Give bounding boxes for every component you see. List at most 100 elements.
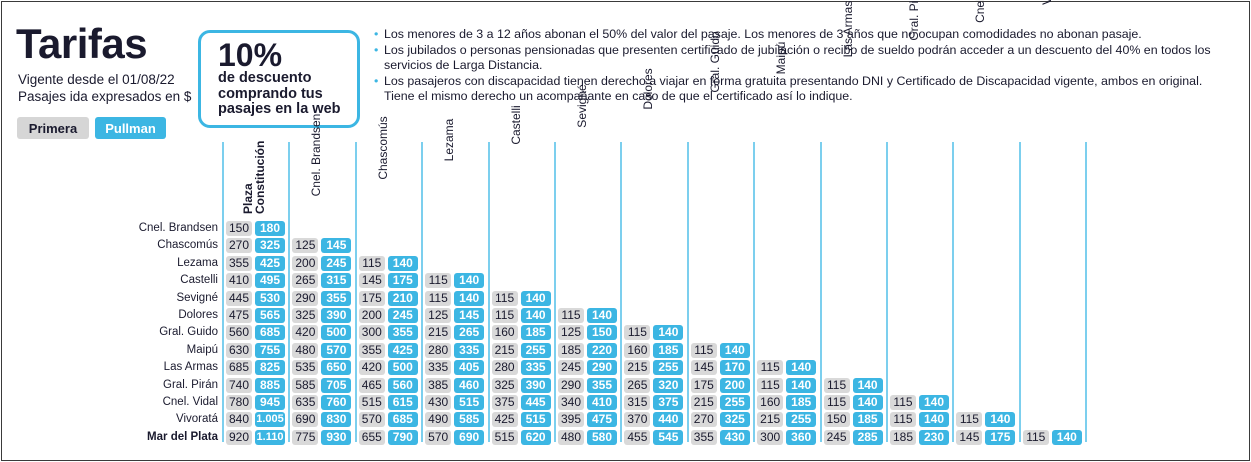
- column-divider: [1018, 142, 1021, 442]
- primera-price: 780: [226, 395, 252, 410]
- pullman-price: 145: [321, 238, 352, 254]
- primera-price: 115: [890, 412, 916, 428]
- row-label: Dolores: [178, 309, 218, 321]
- primera-price: 115: [425, 290, 452, 306]
- column-header: Plaza Constitución: [241, 140, 267, 214]
- primera-price: 585: [292, 377, 319, 393]
- primera-price: 455: [624, 429, 651, 445]
- pullman-price: 790: [387, 429, 418, 445]
- pullman-price: 140: [454, 290, 485, 306]
- primera-price: 115: [1022, 429, 1049, 445]
- note-item: Los pasajeros con discapacidad tienen de…: [374, 74, 1224, 105]
- primera-price: 535: [292, 360, 319, 376]
- pullman-price: 335: [520, 360, 551, 376]
- primera-price: 655: [358, 429, 385, 445]
- pullman-price: 140: [852, 395, 883, 410]
- primera-price: 115: [823, 377, 850, 393]
- primera-price: 115: [558, 308, 584, 323]
- pullman-price: 360: [786, 429, 817, 445]
- column-divider: [819, 142, 822, 442]
- primera-price: 685: [226, 360, 252, 376]
- pullman-price: 425: [387, 342, 418, 358]
- primera-price: 480: [292, 342, 319, 358]
- pullman-price: 220: [587, 342, 617, 358]
- row-label: Las Armas: [163, 361, 218, 374]
- primera-price: 375: [491, 395, 518, 410]
- primera-price: 410: [226, 273, 252, 289]
- primera-price: 265: [292, 273, 319, 289]
- column-divider: [886, 142, 888, 442]
- pullman-price: 140: [985, 412, 1016, 428]
- pullman-price: 620: [520, 429, 551, 445]
- pullman-price: 690: [454, 429, 485, 445]
- primera-price: 145: [358, 273, 385, 289]
- pullman-price: 185: [653, 342, 684, 358]
- primera-price: 515: [491, 429, 518, 445]
- column-divider: [354, 142, 357, 442]
- primera-price: 635: [292, 395, 319, 410]
- row-label: Castelli: [180, 274, 218, 287]
- pullman-price: 580: [587, 429, 617, 445]
- primera-price: 115: [425, 273, 452, 289]
- tab-pullman[interactable]: Pullman: [95, 117, 166, 139]
- primera-price: 370: [624, 412, 651, 428]
- pullman-price: 1.005: [255, 412, 285, 428]
- primera-price: 150: [226, 221, 252, 236]
- row-label: Gral. Pirán: [163, 378, 218, 391]
- primera-price: 385: [425, 377, 452, 393]
- pullman-price: 885: [255, 377, 285, 393]
- primera-price: 430: [425, 395, 452, 410]
- pullman-price: 425: [255, 255, 285, 271]
- pullman-price: 930: [321, 429, 352, 445]
- pullman-price: 140: [1051, 429, 1082, 445]
- primera-price: 245: [823, 429, 850, 445]
- primera-price: 125: [292, 238, 319, 254]
- pullman-price: 500: [387, 360, 418, 376]
- pullman-price: 500: [321, 325, 352, 341]
- pullman-price: 290: [587, 360, 617, 376]
- tab-primera[interactable]: Primera: [17, 117, 89, 139]
- pullman-price: 375: [653, 395, 684, 410]
- pullman-price: 570: [321, 342, 352, 358]
- pullman-price: 440: [653, 412, 684, 428]
- pullman-price: 140: [520, 308, 551, 323]
- primera-price: 395: [558, 412, 584, 428]
- primera-price: 185: [558, 342, 584, 358]
- primera-price: 690: [292, 412, 319, 428]
- primera-price: 355: [690, 429, 717, 445]
- primera-price: 920: [226, 429, 252, 445]
- pullman-price: 140: [786, 360, 817, 376]
- pullman-price: 585: [454, 412, 485, 428]
- primera-price: 280: [425, 342, 452, 358]
- primera-price: 115: [956, 412, 983, 428]
- primera-price: 335: [425, 360, 452, 376]
- primera-price: 290: [558, 377, 584, 393]
- primera-price: 475: [226, 308, 252, 323]
- primera-price: 115: [491, 290, 518, 306]
- pullman-price: 515: [520, 412, 551, 428]
- promo-text: de descuento comprando tus pasajes en la…: [218, 70, 341, 117]
- primera-price: 300: [757, 429, 784, 445]
- primera-price: 145: [690, 360, 717, 376]
- primera-price: 115: [624, 325, 651, 341]
- primera-price: 245: [558, 360, 584, 376]
- currency-note: Pasajes ida expresados en $: [18, 89, 192, 104]
- pullman-price: 650: [321, 360, 352, 376]
- primera-price: 215: [757, 412, 784, 428]
- primera-price: 115: [757, 360, 784, 376]
- pullman-price: 140: [587, 308, 617, 323]
- column-header: Sevigné: [575, 83, 589, 128]
- primera-price: 325: [292, 308, 319, 323]
- primera-price: 160: [757, 395, 784, 410]
- pullman-price: 355: [387, 325, 418, 341]
- pullman-price: 445: [520, 395, 551, 410]
- notes-list: Los menores de 3 a 12 años abonan el 50%…: [374, 27, 1224, 105]
- pullman-price: 390: [520, 377, 551, 393]
- column-header: Lezama: [442, 118, 457, 162]
- pullman-price: 410: [587, 395, 617, 410]
- primera-price: 315: [624, 395, 651, 410]
- column-header: Las Armas: [840, 0, 855, 58]
- pullman-price: 460: [454, 377, 485, 393]
- primera-price: 115: [491, 308, 518, 323]
